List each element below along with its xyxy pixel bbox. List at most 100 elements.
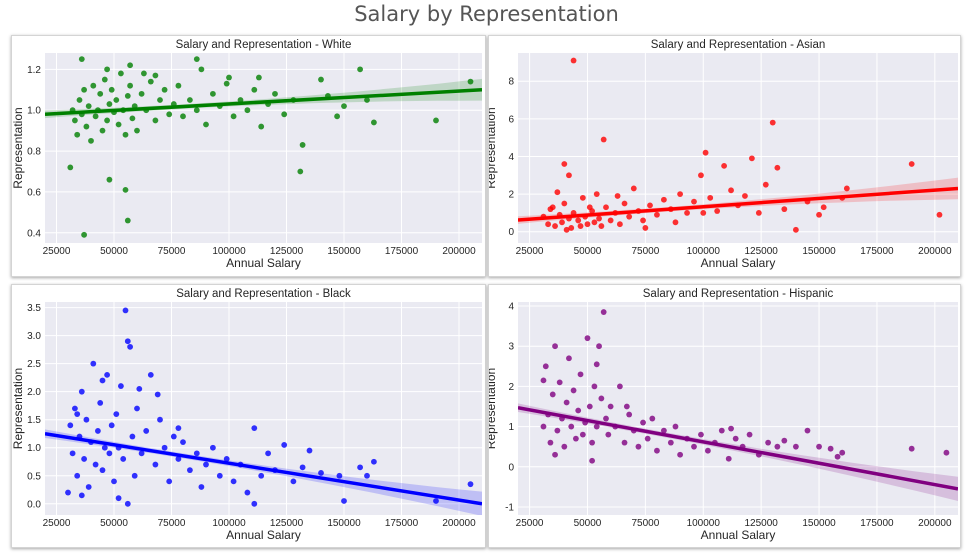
x-tick-label: 175000	[860, 246, 894, 257]
data-point	[272, 90, 278, 97]
data-point	[113, 97, 120, 103]
data-point	[72, 117, 78, 124]
chart-title: Salary and Representation - Hispanic	[643, 288, 834, 300]
data-point	[769, 119, 776, 126]
data-point	[129, 433, 136, 440]
data-point	[127, 82, 133, 89]
data-point	[193, 450, 200, 457]
data-point	[640, 419, 646, 426]
y-tick-label: 4	[508, 152, 514, 163]
data-point	[161, 86, 168, 93]
data-point	[244, 489, 251, 496]
x-tick-label: 50000	[574, 518, 602, 529]
y-axis-label: Representation	[12, 107, 25, 188]
y-tick-label: 0.0	[27, 499, 41, 510]
y-tick-label: -1	[505, 502, 514, 513]
data-point	[644, 435, 651, 442]
data-point	[251, 425, 258, 432]
x-tick-label: 200000	[918, 246, 952, 257]
data-point	[99, 127, 106, 134]
data-point	[568, 423, 575, 430]
data-point	[210, 444, 216, 451]
regression-line	[45, 88, 482, 117]
data-point	[540, 423, 547, 430]
data-point	[104, 66, 110, 73]
scatter-chart-hispanic: 25000 50000 75000 100000 125000 150000 175000 2…	[489, 288, 958, 542]
data-point	[549, 204, 556, 211]
data-point	[554, 427, 561, 434]
data-point	[834, 453, 841, 460]
x-tick-label: 100000	[687, 518, 721, 529]
data-point	[542, 363, 549, 370]
data-point	[124, 217, 131, 224]
data-point	[341, 498, 347, 504]
data-point	[357, 66, 363, 73]
data-point	[559, 219, 565, 226]
data-point	[943, 449, 950, 456]
data-point	[672, 219, 679, 226]
x-tick-label: 125000	[744, 246, 778, 257]
plot-area	[45, 302, 482, 515]
data-point	[584, 221, 591, 228]
y-tick-label: 2.5	[27, 359, 41, 370]
data-point	[630, 185, 637, 192]
data-point	[467, 78, 474, 85]
data-point	[74, 472, 81, 479]
data-point	[111, 478, 117, 485]
data-point	[157, 97, 163, 103]
data-point	[258, 472, 265, 479]
data-point	[654, 211, 660, 218]
data-point	[552, 223, 558, 229]
data-point	[175, 425, 182, 432]
data-point	[603, 415, 609, 422]
data-point	[684, 210, 690, 216]
x-tick-label: 75000	[158, 518, 186, 529]
data-point	[161, 444, 168, 451]
data-point	[297, 168, 304, 175]
data-point	[765, 439, 772, 446]
y-tick-label: 2	[508, 382, 514, 393]
data-point	[660, 427, 667, 434]
data-point	[579, 194, 586, 201]
data-point	[101, 444, 108, 451]
data-point	[336, 472, 343, 479]
data-point	[131, 472, 138, 479]
data-point	[839, 449, 846, 456]
data-point	[600, 136, 607, 143]
data-point	[704, 447, 711, 454]
data-point	[97, 399, 104, 406]
data-point	[134, 127, 140, 134]
data-point	[635, 443, 642, 450]
data-point	[700, 210, 707, 216]
chart-panel-black: 25000 50000 75000 100000 125000 150000 175000 2…	[11, 284, 486, 548]
x-tick-label: 200000	[442, 246, 476, 257]
data-point	[216, 472, 223, 479]
data-point	[223, 456, 230, 462]
data-point	[136, 385, 143, 392]
data-point	[237, 97, 244, 103]
x-tick-label: 50000	[100, 518, 128, 529]
data-point	[586, 403, 593, 410]
data-point	[593, 361, 600, 368]
x-tick-label: 25000	[516, 518, 544, 529]
chart-title: Salary and Representation - Black	[176, 288, 351, 300]
regression-line	[45, 431, 482, 506]
data-point	[547, 439, 554, 446]
data-point	[364, 97, 370, 103]
data-point	[147, 371, 154, 378]
data-point	[299, 464, 306, 471]
data-point	[187, 97, 193, 103]
y-tick-label: 0	[508, 227, 514, 238]
data-point	[83, 123, 90, 130]
data-point	[92, 461, 99, 468]
data-point	[591, 383, 598, 390]
x-tick-label: 75000	[631, 518, 659, 529]
data-point	[65, 489, 71, 496]
data-point	[677, 191, 684, 197]
data-point	[226, 74, 232, 81]
data-point	[120, 456, 127, 462]
data-point	[568, 225, 575, 231]
data-point	[623, 403, 630, 410]
data-point	[193, 107, 200, 114]
y-tick-label: 3.0	[27, 331, 41, 342]
